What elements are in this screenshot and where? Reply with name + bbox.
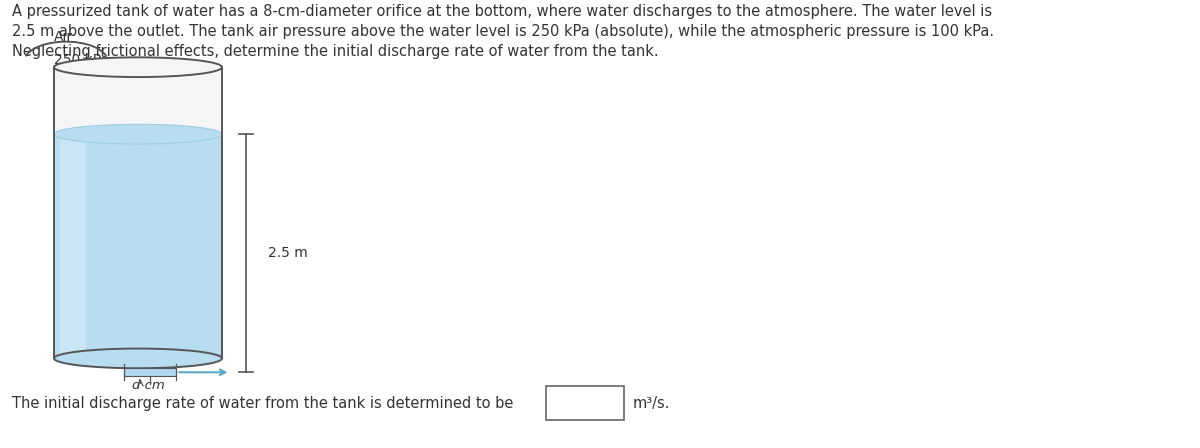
Text: 2.5 m: 2.5 m xyxy=(268,246,307,260)
Text: A pressurized tank of water has a 8-cm-diameter orifice at the bottom, where wat: A pressurized tank of water has a 8-cm-d… xyxy=(12,4,994,59)
Bar xyxy=(124,368,176,376)
Ellipse shape xyxy=(54,349,222,368)
Text: Air: Air xyxy=(54,30,73,44)
Bar xyxy=(54,134,222,358)
Text: The initial discharge rate of water from the tank is determined to be: The initial discharge rate of water from… xyxy=(12,396,514,411)
Ellipse shape xyxy=(54,125,222,144)
Text: m³/s.: m³/s. xyxy=(632,396,670,411)
Bar xyxy=(54,67,222,134)
FancyBboxPatch shape xyxy=(546,386,624,420)
Text: 250 kPa: 250 kPa xyxy=(54,53,109,67)
Text: d cm: d cm xyxy=(132,379,164,392)
Ellipse shape xyxy=(54,57,222,77)
Bar xyxy=(60,139,86,354)
